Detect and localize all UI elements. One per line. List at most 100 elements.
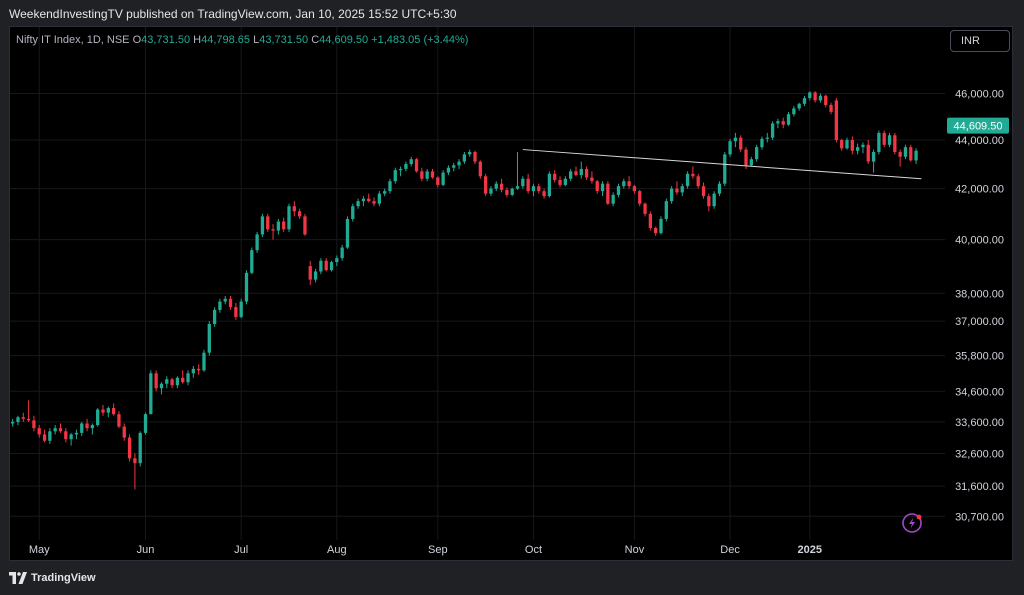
publish-info: WeekendInvestingTV published on TradingV… — [9, 7, 457, 21]
candle — [877, 130, 881, 155]
price-tick-label: 46,000.00 — [955, 89, 1004, 101]
candle — [74, 429, 79, 440]
close-label: C — [311, 34, 320, 46]
candle — [393, 167, 397, 184]
candle — [212, 307, 217, 327]
candle — [483, 173, 488, 197]
lightning-icon — [902, 513, 922, 533]
candle — [48, 428, 52, 444]
candle — [909, 144, 913, 162]
candle — [882, 130, 886, 148]
high-label: H — [193, 34, 202, 46]
candle — [547, 171, 552, 198]
candle — [133, 453, 137, 490]
candle — [218, 298, 222, 313]
candle — [234, 302, 238, 320]
candle — [675, 181, 679, 195]
candle — [829, 102, 833, 115]
candle — [818, 93, 823, 103]
candle — [181, 370, 185, 384]
candle — [101, 404, 105, 416]
high-value: 44,798.65 — [201, 34, 251, 46]
candle — [611, 192, 615, 207]
candle — [80, 421, 84, 437]
candle — [441, 170, 445, 187]
candle — [595, 179, 599, 194]
price-tick-label: 38,000.00 — [955, 288, 1004, 300]
candle — [308, 260, 312, 286]
candle — [414, 157, 419, 173]
candle — [255, 231, 259, 253]
low-label: L — [253, 34, 260, 46]
candle — [590, 171, 594, 184]
candle — [717, 181, 722, 197]
candle — [271, 224, 275, 240]
candle — [563, 176, 567, 187]
price-axis: 46,000.00 44,000.00 42,000.00 40,000.00 38,0… — [947, 89, 1009, 523]
candle — [96, 408, 100, 427]
candle — [542, 188, 546, 199]
time-tick-label: May — [29, 544, 50, 556]
candle — [64, 428, 68, 443]
trendline — [522, 149, 922, 180]
price-tick-label: 42,000.00 — [955, 184, 1004, 196]
candle — [159, 382, 164, 395]
candle — [446, 165, 451, 176]
candle — [170, 377, 174, 389]
candle — [616, 183, 621, 198]
candle — [250, 247, 254, 275]
candle — [786, 111, 791, 126]
candle — [69, 432, 73, 446]
candle — [367, 193, 371, 203]
candle — [765, 132, 769, 143]
candle — [335, 255, 339, 267]
candle — [340, 244, 344, 261]
candle — [893, 132, 897, 155]
candles — [11, 91, 918, 490]
time-tick-label: Sep — [428, 544, 448, 556]
candle — [345, 216, 350, 249]
candle — [659, 216, 663, 235]
price-tick-label: 33,600.00 — [955, 417, 1004, 429]
candle — [638, 189, 642, 207]
candle — [372, 197, 376, 207]
price-tick-label: 32,600.00 — [955, 449, 1004, 461]
candle — [462, 151, 467, 165]
candle — [802, 95, 807, 107]
candle — [37, 425, 41, 438]
candle — [351, 203, 355, 222]
price-tick-label: 31,600.00 — [955, 481, 1004, 493]
candle — [478, 160, 482, 179]
candle — [569, 168, 573, 182]
candle — [499, 178, 504, 193]
candle — [537, 183, 541, 194]
price-tick-label: 30,700.00 — [955, 511, 1004, 523]
candle — [420, 167, 424, 182]
candle — [409, 156, 413, 167]
candle — [855, 143, 860, 155]
candle — [669, 186, 674, 204]
time-tick-label: Jun — [137, 544, 155, 556]
candle — [383, 188, 387, 197]
candle — [776, 118, 780, 129]
candle — [260, 213, 265, 238]
candle — [122, 423, 126, 441]
candle — [106, 406, 110, 418]
candle — [303, 213, 307, 236]
candle — [898, 149, 902, 167]
candle — [244, 270, 249, 305]
close-value: 44,609.50 — [319, 34, 369, 46]
tradingview-brand[interactable]: TradingView — [9, 572, 96, 584]
candle — [329, 260, 334, 272]
time-tick-label: Nov — [625, 544, 645, 556]
candle — [489, 186, 493, 197]
candle — [398, 166, 403, 177]
candle — [521, 176, 525, 189]
candle — [866, 140, 870, 165]
candle — [850, 136, 854, 155]
open-label: O — [132, 34, 142, 46]
candle — [712, 191, 716, 209]
currency-button[interactable]: INR — [950, 30, 1010, 52]
candle — [515, 151, 520, 190]
